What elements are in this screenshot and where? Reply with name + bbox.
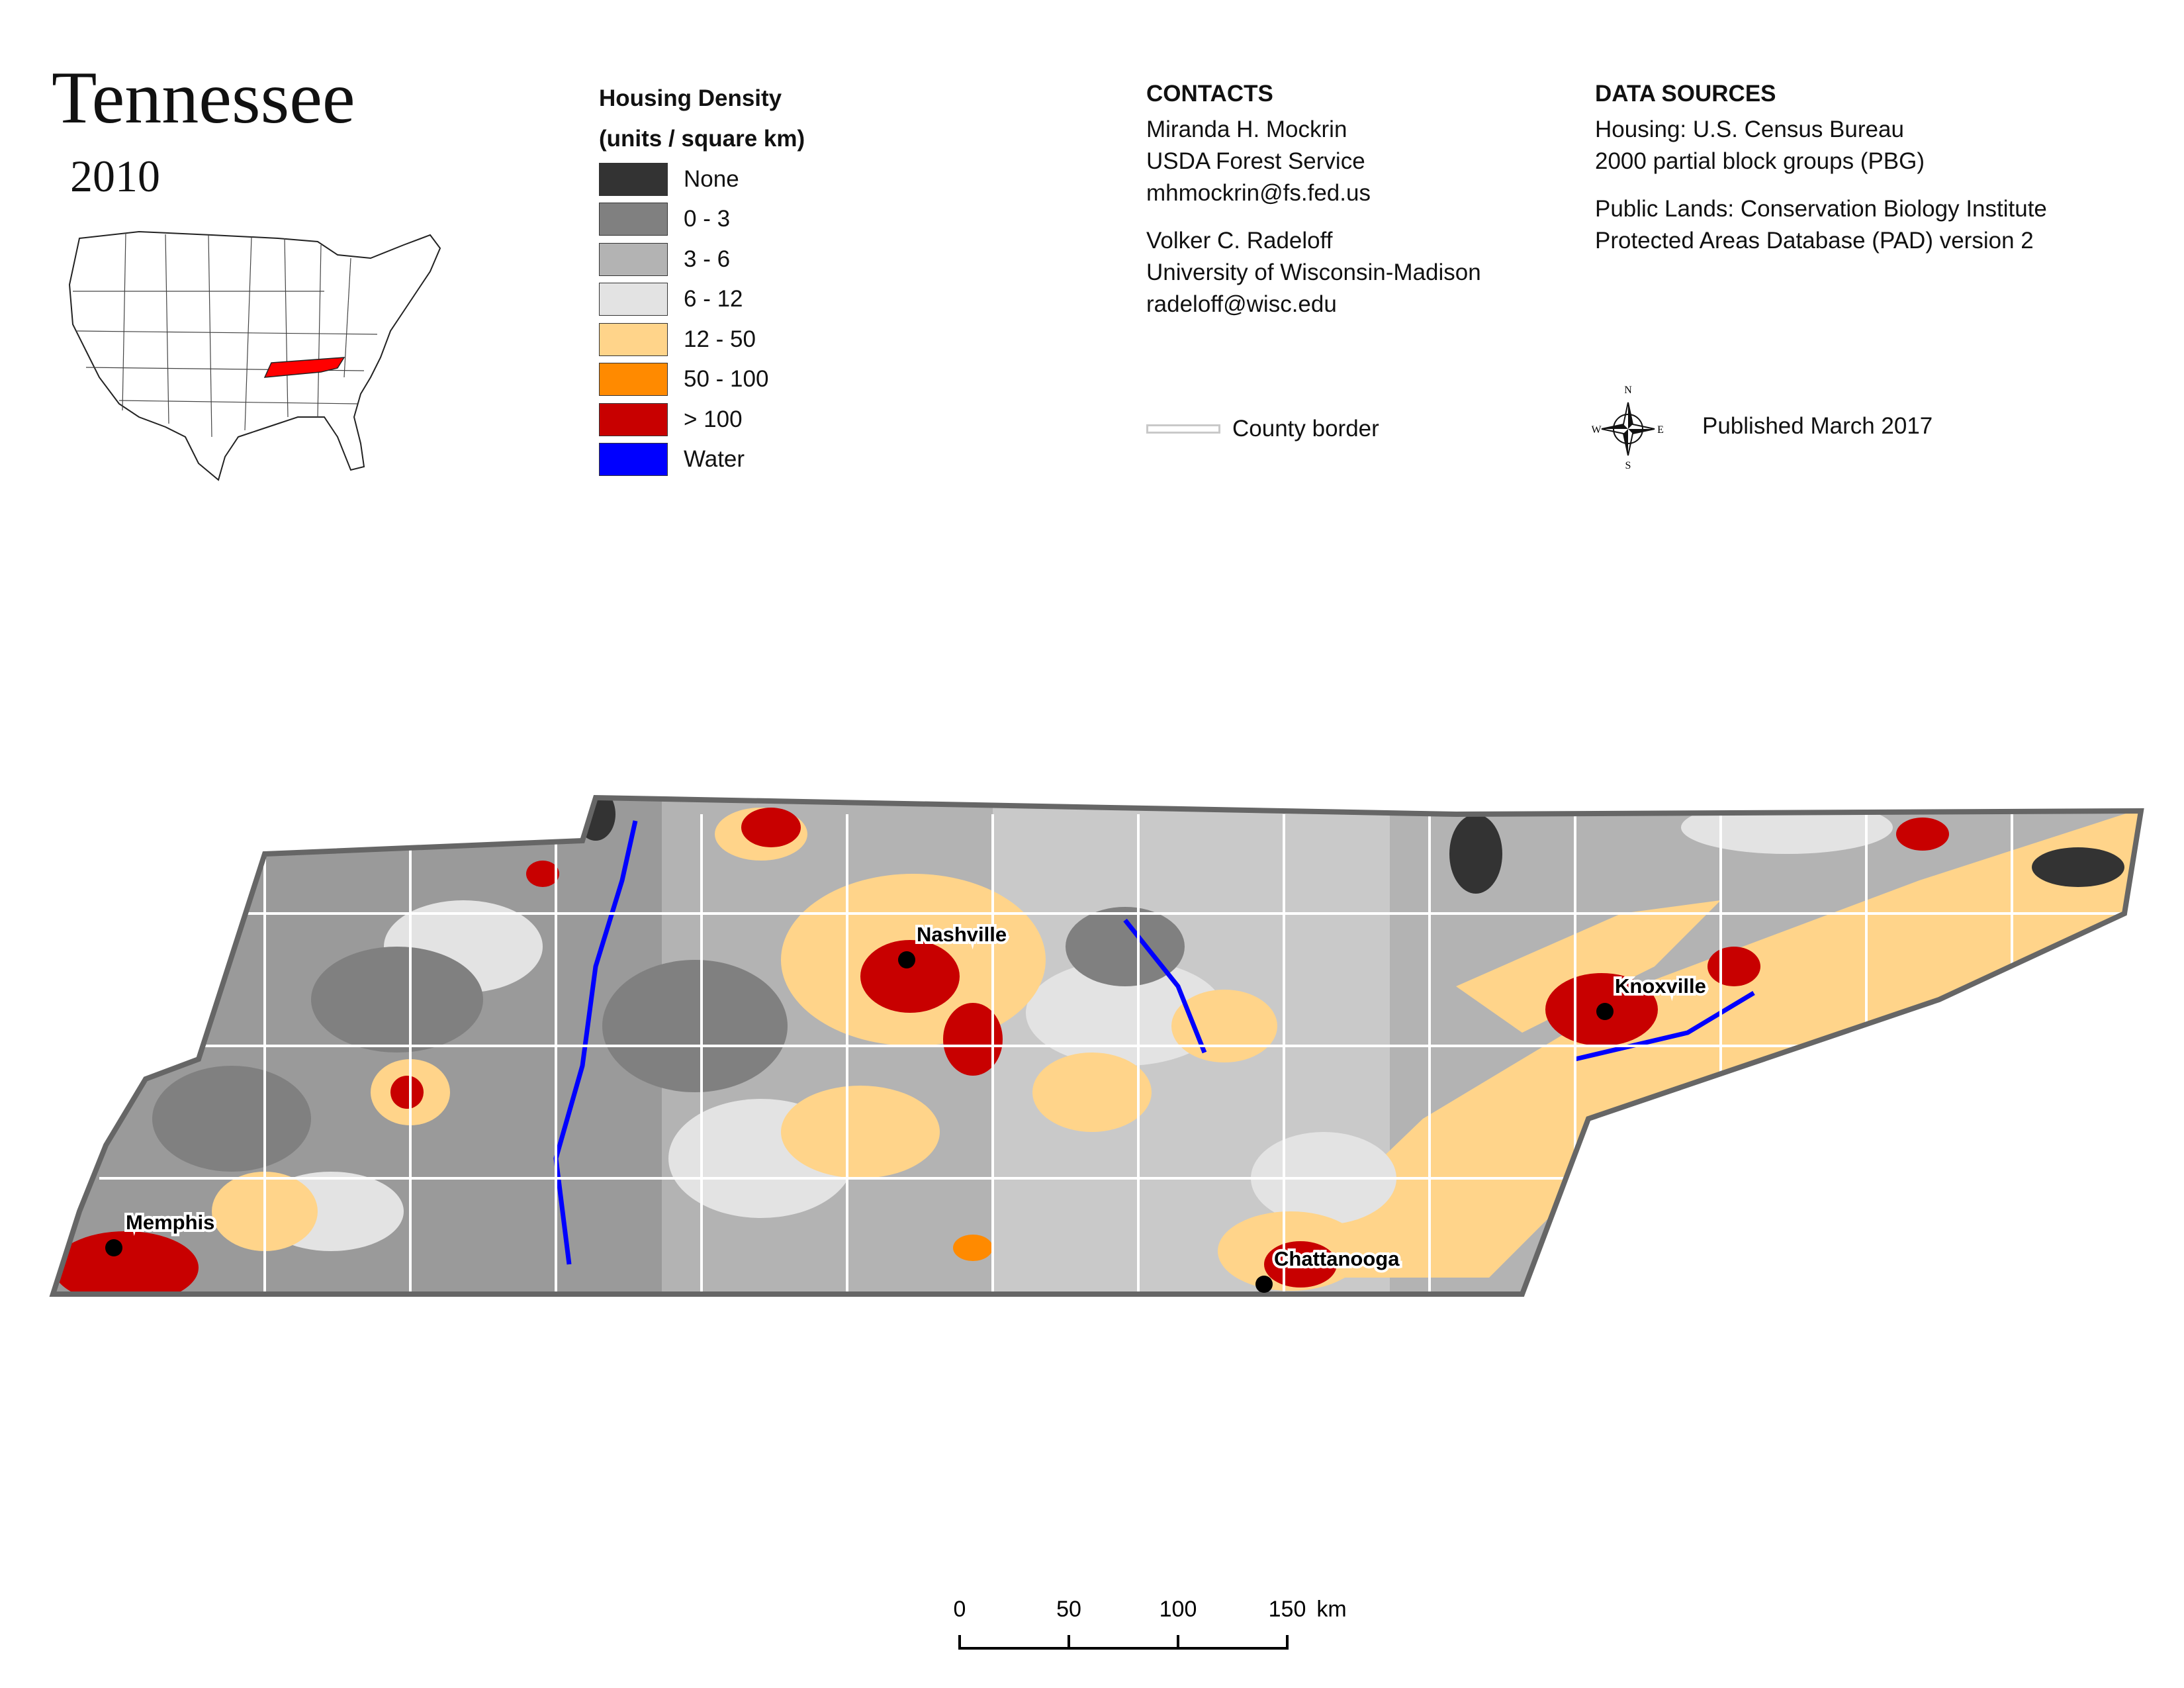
housing-density-legend: Housing Density (units / square km) None…: [599, 78, 877, 480]
legend-label: 12 - 50: [684, 326, 756, 352]
us-locator-map: [68, 230, 441, 481]
legend-label: 50 - 100: [684, 366, 769, 393]
rivers: [553, 820, 1755, 1265]
contact2-email[interactable]: radeloff@wisc.edu: [1146, 291, 1337, 317]
scale-unit: km: [1316, 1597, 1346, 1622]
county-border-key: County border: [1146, 413, 1379, 445]
legend-item: None: [599, 160, 877, 200]
scale-tick-0: 0: [954, 1597, 966, 1622]
published-date: Published March 2017: [1702, 413, 1933, 439]
legend-item: 50 - 100: [599, 359, 877, 400]
scale-tick-100: 100: [1160, 1597, 1197, 1622]
housing-source: Housing: U.S. Census Bureau: [1595, 117, 1904, 142]
compass-s: S: [1625, 460, 1631, 470]
tennessee-highlight: [263, 357, 345, 378]
legend-swatch: [599, 203, 668, 236]
density-fill: [53, 798, 2141, 1294]
legend-label: 6 - 12: [684, 286, 743, 312]
legend-swatch: [599, 162, 668, 196]
state-outline: [49, 794, 2144, 1297]
scale-tick-150: 150: [1269, 1597, 1306, 1622]
legend-swatch: [599, 402, 668, 436]
legend-item: > 100: [599, 400, 877, 440]
legend-items: None 0 - 3 3 - 6 6 - 12 12 - 50 50 - 100 > 100…: [599, 160, 877, 480]
compass-rose-icon: N S E W: [1592, 385, 1664, 470]
contact2-org: University of Wisconsin-Madison: [1146, 259, 1481, 285]
legend-item: 0 - 3: [599, 199, 877, 240]
legend-swatch: [599, 363, 668, 397]
legend-subtitle: (units / square km): [599, 126, 805, 152]
compass-n: N: [1624, 385, 1632, 396]
legend-swatch: [599, 283, 668, 316]
legend-swatch: [599, 322, 668, 356]
city-knoxville: Knoxville: [1596, 972, 1709, 1020]
city-memphis: Memphis: [105, 1208, 217, 1256]
compass-e: E: [1657, 424, 1664, 436]
contact1-org: USDA Forest Service: [1146, 148, 1365, 174]
lands-source: Public Lands: Conservation Biology Insti…: [1595, 196, 2047, 222]
city-label-nashville: Nashville: [917, 923, 1007, 946]
city-chattanooga: Chattanooga: [1255, 1244, 1402, 1293]
county-border-label: County border: [1232, 416, 1379, 442]
legend-label: 3 - 6: [684, 246, 731, 272]
legend-item: 3 - 6: [599, 240, 877, 280]
housing-source-detail: 2000 partial block groups (PBG): [1595, 148, 1925, 174]
legend-title: Housing Density: [599, 85, 782, 111]
contacts-block: CONTACTS Miranda H. Mockrin USDA Forest …: [1146, 81, 1543, 320]
scale-tick-50: 50: [1056, 1597, 1081, 1622]
map-year: 2010: [70, 151, 160, 201]
tennessee-housing-map: Nashville Knoxville Memphis Chattanooga: [49, 794, 2144, 1297]
sources-title: DATA SOURCES: [1595, 81, 1776, 107]
legend-swatch: [599, 242, 668, 276]
legend-swatch: [599, 443, 668, 477]
data-sources-block: DATA SOURCES Housing: U.S. Census Bureau…: [1595, 81, 2177, 257]
map-title: Tennessee: [52, 57, 355, 139]
legend-label: None: [684, 165, 739, 192]
contact1-email[interactable]: mhmockrin@fs.fed.us: [1146, 180, 1371, 206]
legend-item: 6 - 12: [599, 279, 877, 320]
lands-source-detail: Protected Areas Database (PAD) version 2: [1595, 228, 2034, 254]
legend-label: > 100: [684, 406, 743, 432]
city-label-chattanooga: Chattanooga: [1274, 1247, 1400, 1270]
contact1-name: Miranda H. Mockrin: [1146, 117, 1347, 142]
legend-item: Water: [599, 440, 877, 480]
compass-w: W: [1592, 424, 1602, 436]
scale-bar: 0 50 100 150 km: [954, 1597, 1347, 1650]
city-label-memphis: Memphis: [126, 1211, 214, 1234]
us-outline: [68, 230, 441, 481]
legend-label: Water: [684, 446, 745, 473]
legend-label: 0 - 3: [684, 206, 731, 232]
county-border-swatch: [1146, 424, 1220, 434]
contact2-name: Volker C. Radeloff: [1146, 228, 1333, 254]
city-label-knoxville: Knoxville: [1615, 974, 1706, 998]
city-nashville: Nashville: [898, 920, 1009, 968]
legend-item: 12 - 50: [599, 320, 877, 360]
contacts-title: CONTACTS: [1146, 81, 1273, 107]
